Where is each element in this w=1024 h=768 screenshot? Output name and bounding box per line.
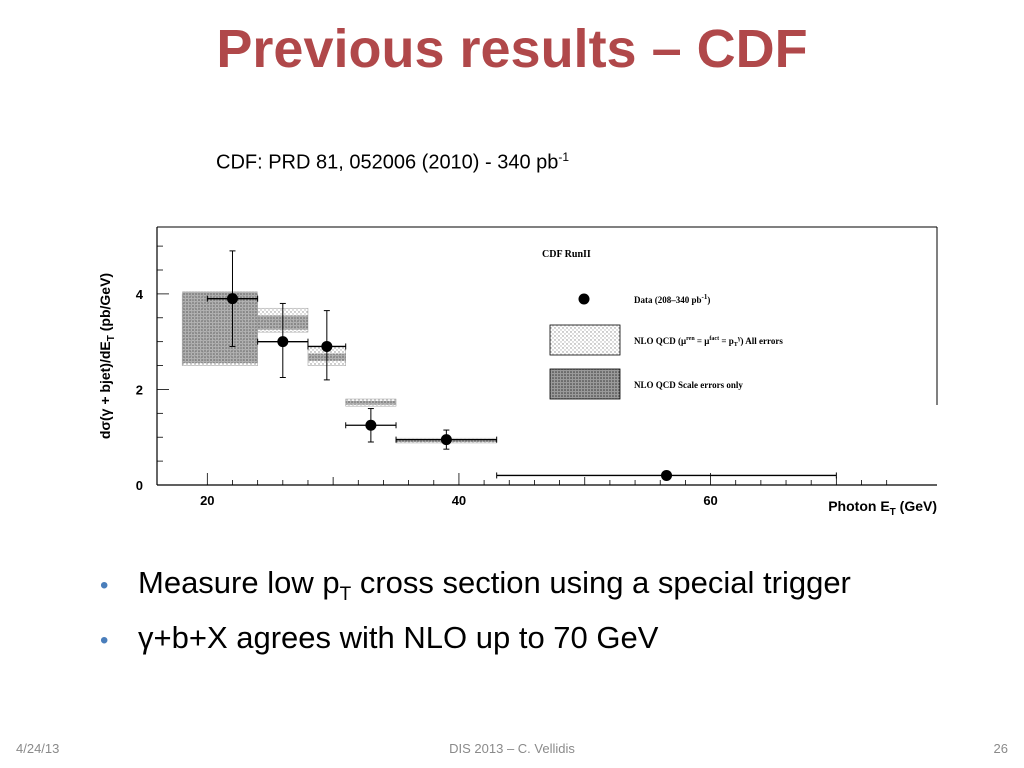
- footer-page-number: 26: [993, 741, 1008, 756]
- citation-exponent: -1: [558, 150, 570, 164]
- citation-text: CDF: PRD 81, 052006 (2010) - 340 pb: [216, 151, 559, 174]
- bullet-dot-icon: •: [100, 572, 109, 599]
- y-tick-label: 4: [136, 287, 144, 302]
- data-point: [226, 293, 238, 305]
- nlo-scale-errors-band: [182, 291, 258, 364]
- data-point: [661, 469, 673, 481]
- footer-presenter: DIS 2013 – C. Vellidis: [449, 741, 575, 756]
- y-tick-label: 0: [136, 478, 143, 493]
- legend-all-errors-swatch: [549, 324, 621, 356]
- bullet-item: • Measure low pT cross section using a s…: [100, 565, 851, 606]
- bullet-text: Measure low pT cross section using a spe…: [138, 565, 851, 606]
- legend-data-marker: [578, 293, 590, 305]
- legend-scale-errors-label: NLO QCD Scale errors only: [634, 380, 743, 390]
- y-axis-label: dσ(γ + bjet)/dET (pb/GeV): [97, 273, 117, 439]
- bullet-text: γ+b+X agrees with NLO up to 70 GeV: [138, 620, 659, 656]
- legend-title: CDF RunII: [542, 249, 591, 260]
- footer-date: 4/24/13: [16, 741, 60, 756]
- data-point: [365, 419, 377, 431]
- bullet-item: • γ+b+X agrees with NLO up to 70 GeV: [100, 620, 851, 656]
- slide-title: Previous results – CDF: [216, 19, 808, 79]
- bullet-dot-icon: •: [100, 627, 109, 655]
- data-point: [321, 340, 333, 352]
- bullet-list: • Measure low pT cross section using a s…: [100, 565, 851, 670]
- nlo-scale-errors-band: [345, 400, 397, 405]
- cross-section-plot: 20 40 60 0 2 4 CDF RunII Data (208–340 pb-1) NL…: [97, 226, 938, 518]
- data-point: [440, 434, 452, 446]
- legend-scale-errors-swatch: [549, 368, 621, 400]
- x-tick-label: 40: [452, 493, 466, 508]
- legend-data-label: Data (208–340 pb-1): [634, 293, 710, 305]
- x-axis-label: Photon ET (GeV): [828, 498, 937, 518]
- data-point: [277, 336, 289, 348]
- y-tick-label: 2: [136, 382, 143, 397]
- x-tick-label: 60: [703, 493, 717, 508]
- legend-all-errors-label: NLO QCD (μren = μfact = pTγ) All errors: [634, 336, 783, 348]
- citation: CDF: PRD 81, 052006 (2010) - 340 pb-1: [216, 150, 569, 175]
- x-tick-label: 20: [200, 493, 214, 508]
